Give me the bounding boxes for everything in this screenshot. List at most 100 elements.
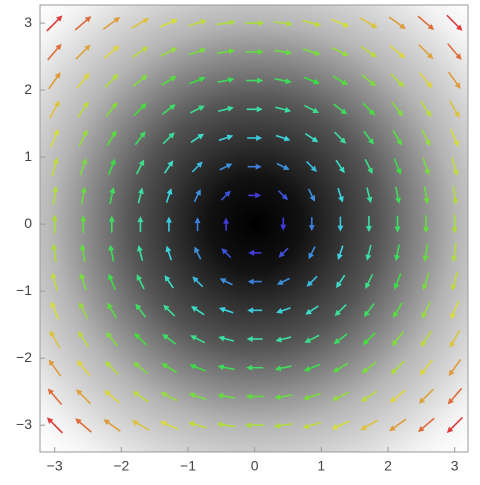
arrow-head	[82, 101, 89, 108]
arrow-head	[368, 109, 376, 116]
arrow	[303, 392, 321, 401]
arrow-shaft	[278, 394, 293, 399]
arrow-shaft	[74, 18, 89, 31]
x-tick-label: 3	[451, 458, 459, 474]
arrow-head	[370, 51, 377, 58]
arrow	[192, 276, 204, 288]
arrow	[165, 188, 173, 203]
arrow-head	[302, 423, 310, 430]
arrow-shaft	[107, 162, 115, 176]
arrow	[218, 134, 234, 142]
arrow-shaft	[164, 335, 177, 345]
arrow-head	[452, 169, 459, 177]
arrow-head	[104, 390, 111, 397]
y-tick-label: 0	[24, 215, 32, 231]
arrow-shaft	[78, 391, 92, 405]
arrow-head	[79, 272, 86, 280]
arrow-head	[274, 393, 281, 400]
arrow-head	[360, 395, 368, 402]
arrow-shaft	[275, 106, 288, 112]
arrow-shaft	[106, 420, 121, 432]
y-tick-label: 1	[24, 148, 32, 164]
arrow-shaft	[450, 358, 462, 374]
arrow-head	[258, 20, 265, 27]
arrow	[135, 303, 147, 318]
arrow	[103, 45, 120, 59]
arrow	[132, 391, 149, 403]
arrow	[105, 360, 120, 376]
arrow-head	[46, 417, 54, 424]
arrow-head	[340, 108, 348, 115]
arrow-shaft	[278, 365, 292, 370]
arrow-head	[366, 196, 373, 204]
arrow	[392, 129, 403, 146]
arrow-shaft	[189, 78, 203, 85]
arrow-head	[422, 283, 428, 291]
arrow-head	[393, 282, 400, 290]
arrow	[189, 363, 206, 372]
y-tick-label: 2	[24, 81, 32, 97]
arrow-shaft	[221, 366, 235, 371]
arrow	[423, 186, 430, 205]
arrow	[80, 186, 87, 205]
arrow	[223, 217, 230, 231]
arrow	[274, 78, 292, 84]
arrow-shaft	[131, 19, 147, 29]
arrow-shaft	[274, 49, 289, 54]
arrow-head	[164, 275, 171, 282]
arrow-shaft	[104, 76, 117, 88]
arrow-shaft	[390, 73, 403, 86]
arrow-head	[133, 361, 140, 369]
arrow-head	[53, 128, 59, 136]
arrow	[137, 216, 144, 233]
arrow-shaft	[367, 244, 372, 258]
arrow-shaft	[306, 392, 321, 399]
arrow-head	[422, 255, 429, 262]
arrow	[159, 420, 179, 430]
arrow	[191, 305, 205, 316]
arrow-shaft	[51, 304, 60, 320]
arrow	[421, 301, 431, 319]
arrow-head	[226, 134, 234, 141]
arrow-head	[391, 339, 398, 347]
arrow-head	[142, 18, 150, 24]
arrow-head	[169, 75, 177, 82]
arrow-shaft	[192, 394, 207, 401]
arrow-head	[339, 137, 347, 144]
arrow-shaft	[277, 423, 293, 427]
arrow	[47, 43, 62, 61]
arrow	[394, 244, 401, 262]
arrow-shaft	[137, 277, 145, 290]
arrow-shaft	[446, 14, 461, 29]
arrow-head	[397, 109, 404, 117]
arrow	[160, 75, 177, 86]
arrow-shaft	[188, 20, 204, 27]
arrow-shaft	[216, 21, 232, 26]
arrow-head	[310, 165, 318, 172]
arrow	[193, 189, 201, 203]
arrow-head	[52, 157, 59, 164]
arrow-head	[309, 195, 315, 202]
arrow-head	[450, 312, 456, 320]
arrow-shaft	[163, 393, 178, 402]
arrow	[304, 334, 320, 343]
arrow-shaft	[137, 306, 147, 318]
arrow	[392, 302, 403, 318]
arrow-head	[275, 336, 282, 343]
arrow-head	[306, 280, 313, 287]
arrow	[391, 331, 404, 347]
arrow	[77, 330, 90, 348]
arrow	[74, 16, 92, 31]
arrow	[218, 335, 235, 342]
x-tick-label: −3	[47, 458, 63, 474]
arrow-head	[278, 251, 285, 258]
arrow-head	[285, 49, 293, 56]
arrow-shaft	[81, 247, 86, 262]
arrow	[333, 333, 348, 345]
arrow-head	[397, 80, 405, 88]
arrow-head	[49, 330, 56, 337]
arrow	[331, 46, 349, 57]
arrow	[302, 19, 322, 27]
arrow-shaft	[80, 305, 89, 320]
arrow	[79, 301, 89, 320]
